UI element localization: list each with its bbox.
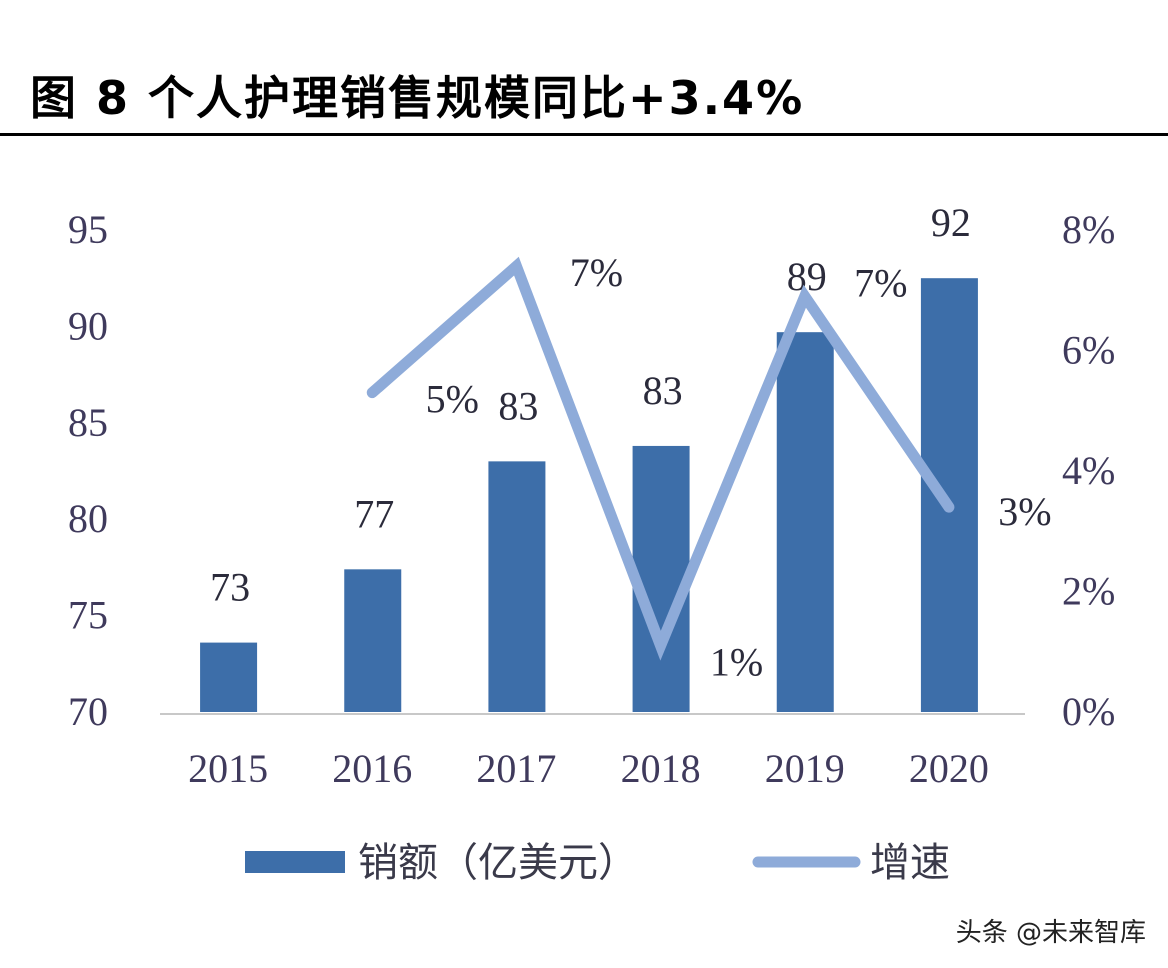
bar-2017 bbox=[488, 461, 546, 712]
bar-data-label: 83 bbox=[643, 368, 683, 413]
bar-data-label: 83 bbox=[498, 383, 538, 428]
bar-data-label: 73 bbox=[210, 565, 250, 610]
bar-data-label: 77 bbox=[354, 491, 394, 536]
growth-point-2019 bbox=[803, 295, 806, 298]
x-axis-tick: 2016 bbox=[332, 746, 412, 791]
line-data-label: 3% bbox=[998, 489, 1051, 534]
line-data-label: 7% bbox=[570, 250, 623, 295]
title-rule bbox=[0, 133, 1168, 136]
left-axis-tick: 80 bbox=[68, 496, 108, 541]
right-axis-tick: 2% bbox=[1062, 569, 1115, 614]
legend-bar-swatch bbox=[245, 851, 345, 873]
x-axis-tick: 2018 bbox=[621, 746, 701, 791]
left-axis-tick: 75 bbox=[68, 593, 108, 638]
bar-2019 bbox=[776, 332, 834, 712]
x-axis-tick: 2020 bbox=[909, 746, 989, 791]
line-data-label: 7% bbox=[854, 260, 907, 305]
bar-2020 bbox=[920, 278, 978, 712]
legend-bar-label: 销额（亿美元） bbox=[358, 840, 638, 886]
growth-point-2016 bbox=[371, 391, 374, 394]
growth-point-2020 bbox=[947, 506, 950, 509]
bar-2018 bbox=[632, 445, 690, 712]
line-data-label: 1% bbox=[710, 640, 763, 685]
left-axis-tick: 90 bbox=[68, 303, 108, 348]
watermark: 头条 @未来智库 bbox=[955, 918, 1146, 948]
right-axis-tick: 0% bbox=[1062, 689, 1115, 734]
x-axis-tick: 2017 bbox=[476, 746, 556, 791]
left-axis-tick: 85 bbox=[68, 400, 108, 445]
right-axis-tick: 4% bbox=[1062, 448, 1115, 493]
left-axis-tick: 70 bbox=[68, 689, 108, 734]
legend-line-label: 增速 bbox=[870, 840, 950, 886]
growth-point-2018 bbox=[659, 644, 662, 647]
right-axis-tick: 8% bbox=[1062, 207, 1115, 252]
bar-2015 bbox=[200, 642, 258, 712]
x-axis-tick: 2019 bbox=[765, 746, 845, 791]
growth-point-2017 bbox=[515, 265, 518, 268]
left-axis-tick: 95 bbox=[68, 207, 108, 252]
bar-data-label: 92 bbox=[931, 200, 971, 245]
x-axis-tick: 2015 bbox=[188, 746, 268, 791]
right-axis-tick: 6% bbox=[1062, 328, 1115, 373]
bar-2016 bbox=[344, 569, 402, 712]
line-data-label: 5% bbox=[426, 377, 479, 422]
chart-title: 图 8 个人护理销售规模同比+3.4% bbox=[30, 71, 805, 125]
